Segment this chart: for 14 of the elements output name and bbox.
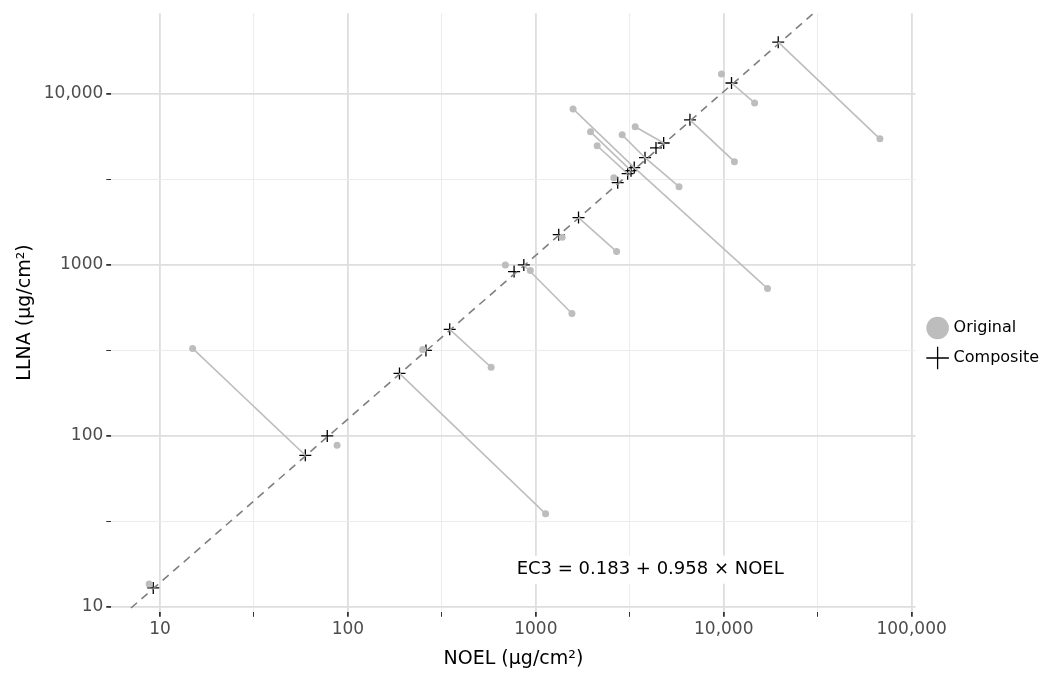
x-tick-label: 100,000 (876, 618, 947, 639)
y-tick-label: 10 (81, 595, 104, 616)
legend-label: Original (953, 317, 1017, 337)
legend-label: Composite (953, 347, 1039, 367)
x-tick-label: 10,000 (694, 618, 754, 639)
annotation: EC3 = 0.183 + 0.958 × NOEL (516, 557, 784, 579)
y-tick-label: 1000 (60, 253, 104, 274)
y-tick-label: 10,000 (43, 82, 104, 103)
x-tick-label: 10 (149, 618, 171, 639)
x-tick-label: 1000 (514, 618, 558, 639)
y-tick-label: 100 (70, 424, 104, 445)
x-tick-label: 100 (331, 618, 365, 639)
y-axis-title: LLNA (µg/cm²) (12, 244, 35, 381)
x-axis-title: NOEL (µg/cm²) (443, 645, 584, 668)
